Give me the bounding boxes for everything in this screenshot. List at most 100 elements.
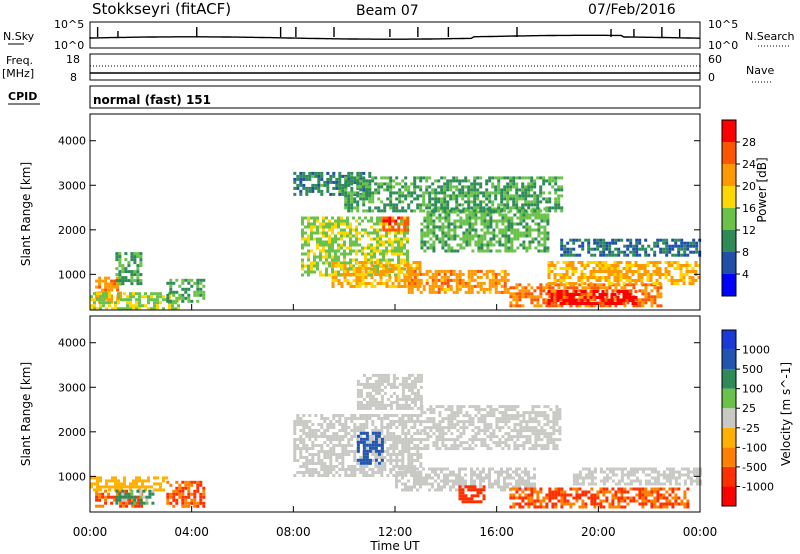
- heatmap-cell: [316, 237, 319, 241]
- heatmap-cell: [446, 185, 450, 189]
- heatmap-cell: [628, 282, 632, 285]
- heatmap-cell: [515, 298, 519, 302]
- heatmap-cell: [522, 243, 526, 247]
- heatmap-cell: [141, 479, 144, 483]
- heatmap-cell: [432, 243, 436, 247]
- heatmap-cell: [440, 467, 443, 471]
- heatmap-cell: [368, 435, 372, 438]
- heatmap-cell: [346, 279, 350, 282]
- heatmap-cell: [595, 279, 599, 282]
- heatmap-cell: [308, 468, 312, 471]
- heatmap-cell: [527, 295, 531, 299]
- heatmap-cell: [365, 179, 369, 183]
- heatmap-cell: [486, 243, 490, 247]
- heatmap-cell: [533, 476, 536, 480]
- heatmap-cell: [521, 188, 525, 192]
- heatmap-cell: [380, 429, 384, 432]
- heatmap-cell: [543, 237, 547, 241]
- heatmap-cell: [459, 426, 463, 430]
- heatmap-cell: [625, 279, 629, 282]
- heatmap-cell: [310, 228, 313, 232]
- heatmap-cell: [464, 281, 468, 285]
- heatmap-cell: [104, 489, 108, 493]
- heatmap-cell: [338, 420, 342, 423]
- heatmap-cell: [562, 302, 566, 305]
- heatmap-cell: [410, 209, 414, 213]
- heatmap-cell: [385, 222, 388, 226]
- heatmap-cell: [533, 197, 537, 201]
- heatmap-cell: [492, 429, 496, 433]
- heatmap-cell: [435, 441, 439, 445]
- heatmap-cell: [479, 191, 483, 195]
- heatmap-cell: [346, 231, 349, 235]
- heatmap-cell: [458, 287, 462, 291]
- heatmap-cell: [465, 231, 469, 235]
- heatmap-cell: [423, 432, 427, 436]
- heatmap-cell: [398, 450, 402, 453]
- heatmap-cell: [362, 417, 366, 420]
- heatmap-cell: [497, 281, 501, 285]
- heatmap-cell: [359, 471, 363, 474]
- heatmap-cell: [425, 179, 429, 183]
- heatmap-cell: [494, 176, 498, 180]
- heatmap-cell: [410, 467, 413, 471]
- heatmap-cell: [392, 179, 396, 183]
- heatmap-cell: [193, 501, 197, 505]
- heatmap-cell: [644, 250, 648, 254]
- heatmap-cell: [341, 429, 345, 432]
- heatmap-cell: [320, 192, 324, 196]
- heatmap-cell: [565, 290, 569, 293]
- heatmap-cell: [340, 243, 343, 247]
- heatmap-cell: [628, 270, 632, 273]
- heatmap-cell: [444, 417, 448, 421]
- heatmap-cell: [362, 474, 366, 477]
- heatmap-cell: [293, 453, 297, 456]
- heatmap-cell: [139, 501, 143, 505]
- heatmap-cell: [350, 450, 354, 453]
- heatmap-cell: [593, 496, 597, 500]
- heatmap-cell: [500, 488, 503, 492]
- heatmap-cell: [676, 282, 680, 285]
- heatmap-cell: [332, 417, 336, 420]
- heatmap-cell: [470, 200, 474, 204]
- heatmap-cell: [320, 474, 324, 477]
- heatmap-cell: [521, 209, 525, 213]
- heatmap-cell: [326, 426, 330, 429]
- heatmap-cell: [623, 253, 627, 257]
- heatmap-cell: [634, 290, 638, 293]
- heatmap-cell: [395, 462, 399, 465]
- heatmap-cell: [425, 482, 428, 486]
- heatmap-cell: [456, 408, 460, 412]
- heatmap-cell: [653, 301, 657, 305]
- heatmap-cell: [323, 180, 327, 184]
- heatmap-cell: [641, 493, 645, 497]
- heatmap-cell: [404, 435, 408, 438]
- heatmap-cell: [453, 444, 457, 448]
- heatmap-cell: [449, 209, 453, 213]
- heatmap-cell: [196, 489, 200, 493]
- heatmap-cell: [380, 437, 384, 441]
- heatmap-cell: [349, 225, 352, 229]
- heatmap-cell: [386, 197, 390, 201]
- heatmap-cell: [464, 482, 467, 486]
- heatmap-cell: [159, 292, 162, 296]
- heatmap-cell: [563, 253, 567, 257]
- heatmap-cell: [473, 272, 477, 276]
- heatmap-cell: [400, 261, 403, 265]
- heatmap-cell: [527, 176, 531, 180]
- heatmap-cell: [413, 179, 417, 183]
- heatmap-cell: [539, 292, 543, 296]
- heatmap-cell: [488, 197, 492, 201]
- heatmap-cell: [347, 465, 351, 468]
- heatmap-cell: [527, 499, 531, 503]
- heatmap-cell: [474, 234, 478, 238]
- heatmap-cell: [320, 435, 324, 438]
- heatmap-cell: [385, 264, 388, 268]
- heatmap-cell: [398, 438, 402, 441]
- heatmap-cell: [110, 279, 114, 283]
- heatmap-cell: [355, 225, 358, 229]
- heatmap-cell: [362, 431, 366, 435]
- heatmap-cell: [510, 216, 514, 220]
- heatmap-cell: [178, 486, 182, 490]
- heatmap-cell: [641, 301, 645, 305]
